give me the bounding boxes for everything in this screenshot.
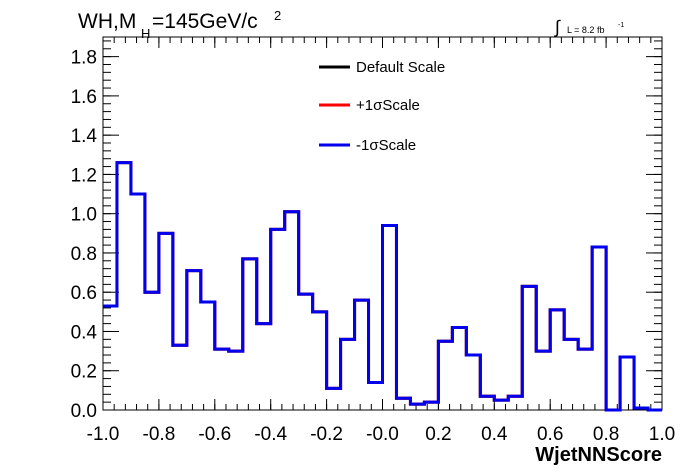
y-tick-label: 1.2 bbox=[71, 165, 97, 186]
title-superscript: 2 bbox=[274, 8, 281, 23]
legend-entry-label: -1σScale bbox=[356, 137, 416, 154]
legend-entry-label: Default Scale bbox=[356, 59, 445, 76]
y-tick-label: 0.8 bbox=[71, 244, 97, 265]
x-tick-label: 1.0 bbox=[649, 424, 675, 445]
legend-entry-label: +1σScale bbox=[356, 97, 420, 114]
x-tick-label: -0.2 bbox=[310, 424, 343, 445]
x-tick-label: 0.4 bbox=[481, 424, 508, 445]
integral-symbol: ∫ bbox=[553, 17, 561, 37]
x-tick-label: 0.2 bbox=[425, 424, 451, 445]
y-tick-label: 0.0 bbox=[71, 401, 97, 422]
legend: Default Scale +1σScale -1σScale bbox=[319, 59, 445, 154]
axes: -1.0 -0.8 -0.6 -0.4 -0.2 -0.0 0.2 0.4 0.6 0.8 1.0 0… bbox=[71, 37, 675, 445]
y-tick-label: 1.8 bbox=[71, 48, 97, 69]
x-tick-label: 0.6 bbox=[537, 424, 563, 445]
y-tick-label: 1.6 bbox=[71, 87, 97, 108]
x-tick-label: -0.4 bbox=[254, 424, 287, 445]
x-tick-label: 0.8 bbox=[593, 424, 619, 445]
luminosity-text: L = 8.2 fb bbox=[567, 25, 604, 35]
y-tick-label: 1.4 bbox=[71, 126, 98, 147]
title-middle: =145GeV/c bbox=[152, 10, 258, 33]
x-tick-label: -0.8 bbox=[143, 424, 176, 445]
luminosity-superscript: -1 bbox=[618, 22, 624, 29]
y-tick-label: 0.2 bbox=[71, 362, 97, 383]
x-tick-label: -1.0 bbox=[87, 424, 120, 445]
title-prefix: WH,M bbox=[78, 10, 136, 33]
title-subscript: H bbox=[141, 26, 150, 41]
series-layer bbox=[103, 161, 662, 412]
luminosity-label: ∫ L = 8.2 fb -1 bbox=[553, 17, 624, 37]
y-tick-label: 0.6 bbox=[71, 283, 97, 304]
chart-title: WH,M H =145GeV/c 2 bbox=[78, 8, 281, 41]
series-line-2 bbox=[103, 161, 662, 412]
x-tick-label: -0.0 bbox=[366, 424, 399, 445]
y-tick-label: 1.0 bbox=[71, 205, 97, 226]
x-tick-label: -0.6 bbox=[198, 424, 231, 445]
x-axis-label: WjetNNScore bbox=[535, 444, 662, 466]
y-tick-label: 0.4 bbox=[71, 322, 98, 343]
